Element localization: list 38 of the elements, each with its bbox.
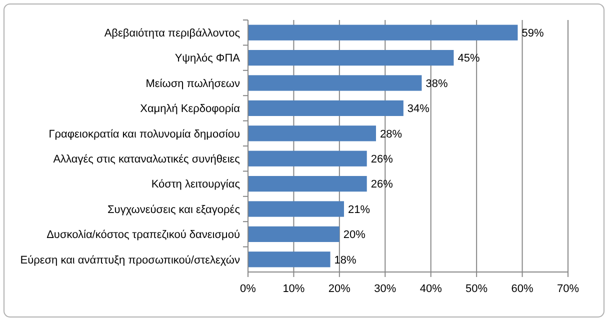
y-tick-label: Γραφειοκρατία και πολυνομία δημοσίου: [48, 128, 240, 140]
bar: [248, 100, 404, 116]
x-tick-label: 20%: [328, 283, 351, 295]
data-label: 20%: [343, 229, 366, 242]
bar: [248, 252, 330, 268]
data-label: 26%: [370, 178, 394, 191]
bar: [248, 75, 422, 91]
y-tick-label: Κόστη λειτουργίας: [151, 178, 240, 191]
data-label: 21%: [348, 204, 370, 216]
data-label: 38%: [426, 78, 448, 90]
bar: [248, 50, 454, 66]
y-tick-label: Αβεβαιότητα περιβάλλοντος: [104, 27, 240, 40]
y-tick-label: Αλλαγές στις καταναλωτικές συνήθειες: [53, 153, 240, 166]
y-tick-label: Χαμηλή Κερδοφορία: [140, 103, 241, 116]
data-label: 45%: [458, 52, 480, 65]
bar: [248, 24, 518, 40]
x-tick-label: 60%: [511, 283, 534, 295]
bar: [248, 150, 367, 166]
data-label: 59%: [522, 27, 544, 40]
data-label: 18%: [334, 254, 357, 266]
x-tick-label: 0%: [240, 283, 256, 295]
bar: [248, 226, 340, 242]
bar: [248, 176, 367, 192]
data-label: 34%: [407, 103, 430, 116]
data-label: 26%: [370, 153, 394, 166]
y-tick-label: Συγχωνεύσεις και εξαγορές: [108, 204, 240, 216]
y-tick-label: Υψηλός ΦΠΑ: [174, 52, 241, 65]
y-tick-label: Εύρεση και ανάπτυξη προσωπικού/στελεχών: [20, 254, 240, 266]
data-label: 28%: [380, 128, 402, 140]
bar: [248, 201, 344, 217]
y-tick-label: Δυσκολία/κόστος τραπεζικού δανεισμού: [46, 229, 240, 242]
bar: [248, 126, 376, 142]
x-tick-label: 30%: [374, 283, 396, 295]
x-tick-label: 70%: [556, 283, 580, 295]
x-tick-label: 10%: [282, 283, 305, 295]
x-tick-label: 40%: [420, 283, 442, 295]
x-tick-label: 50%: [466, 283, 488, 295]
y-tick-label: Μείωση πωλήσεων: [146, 78, 240, 90]
